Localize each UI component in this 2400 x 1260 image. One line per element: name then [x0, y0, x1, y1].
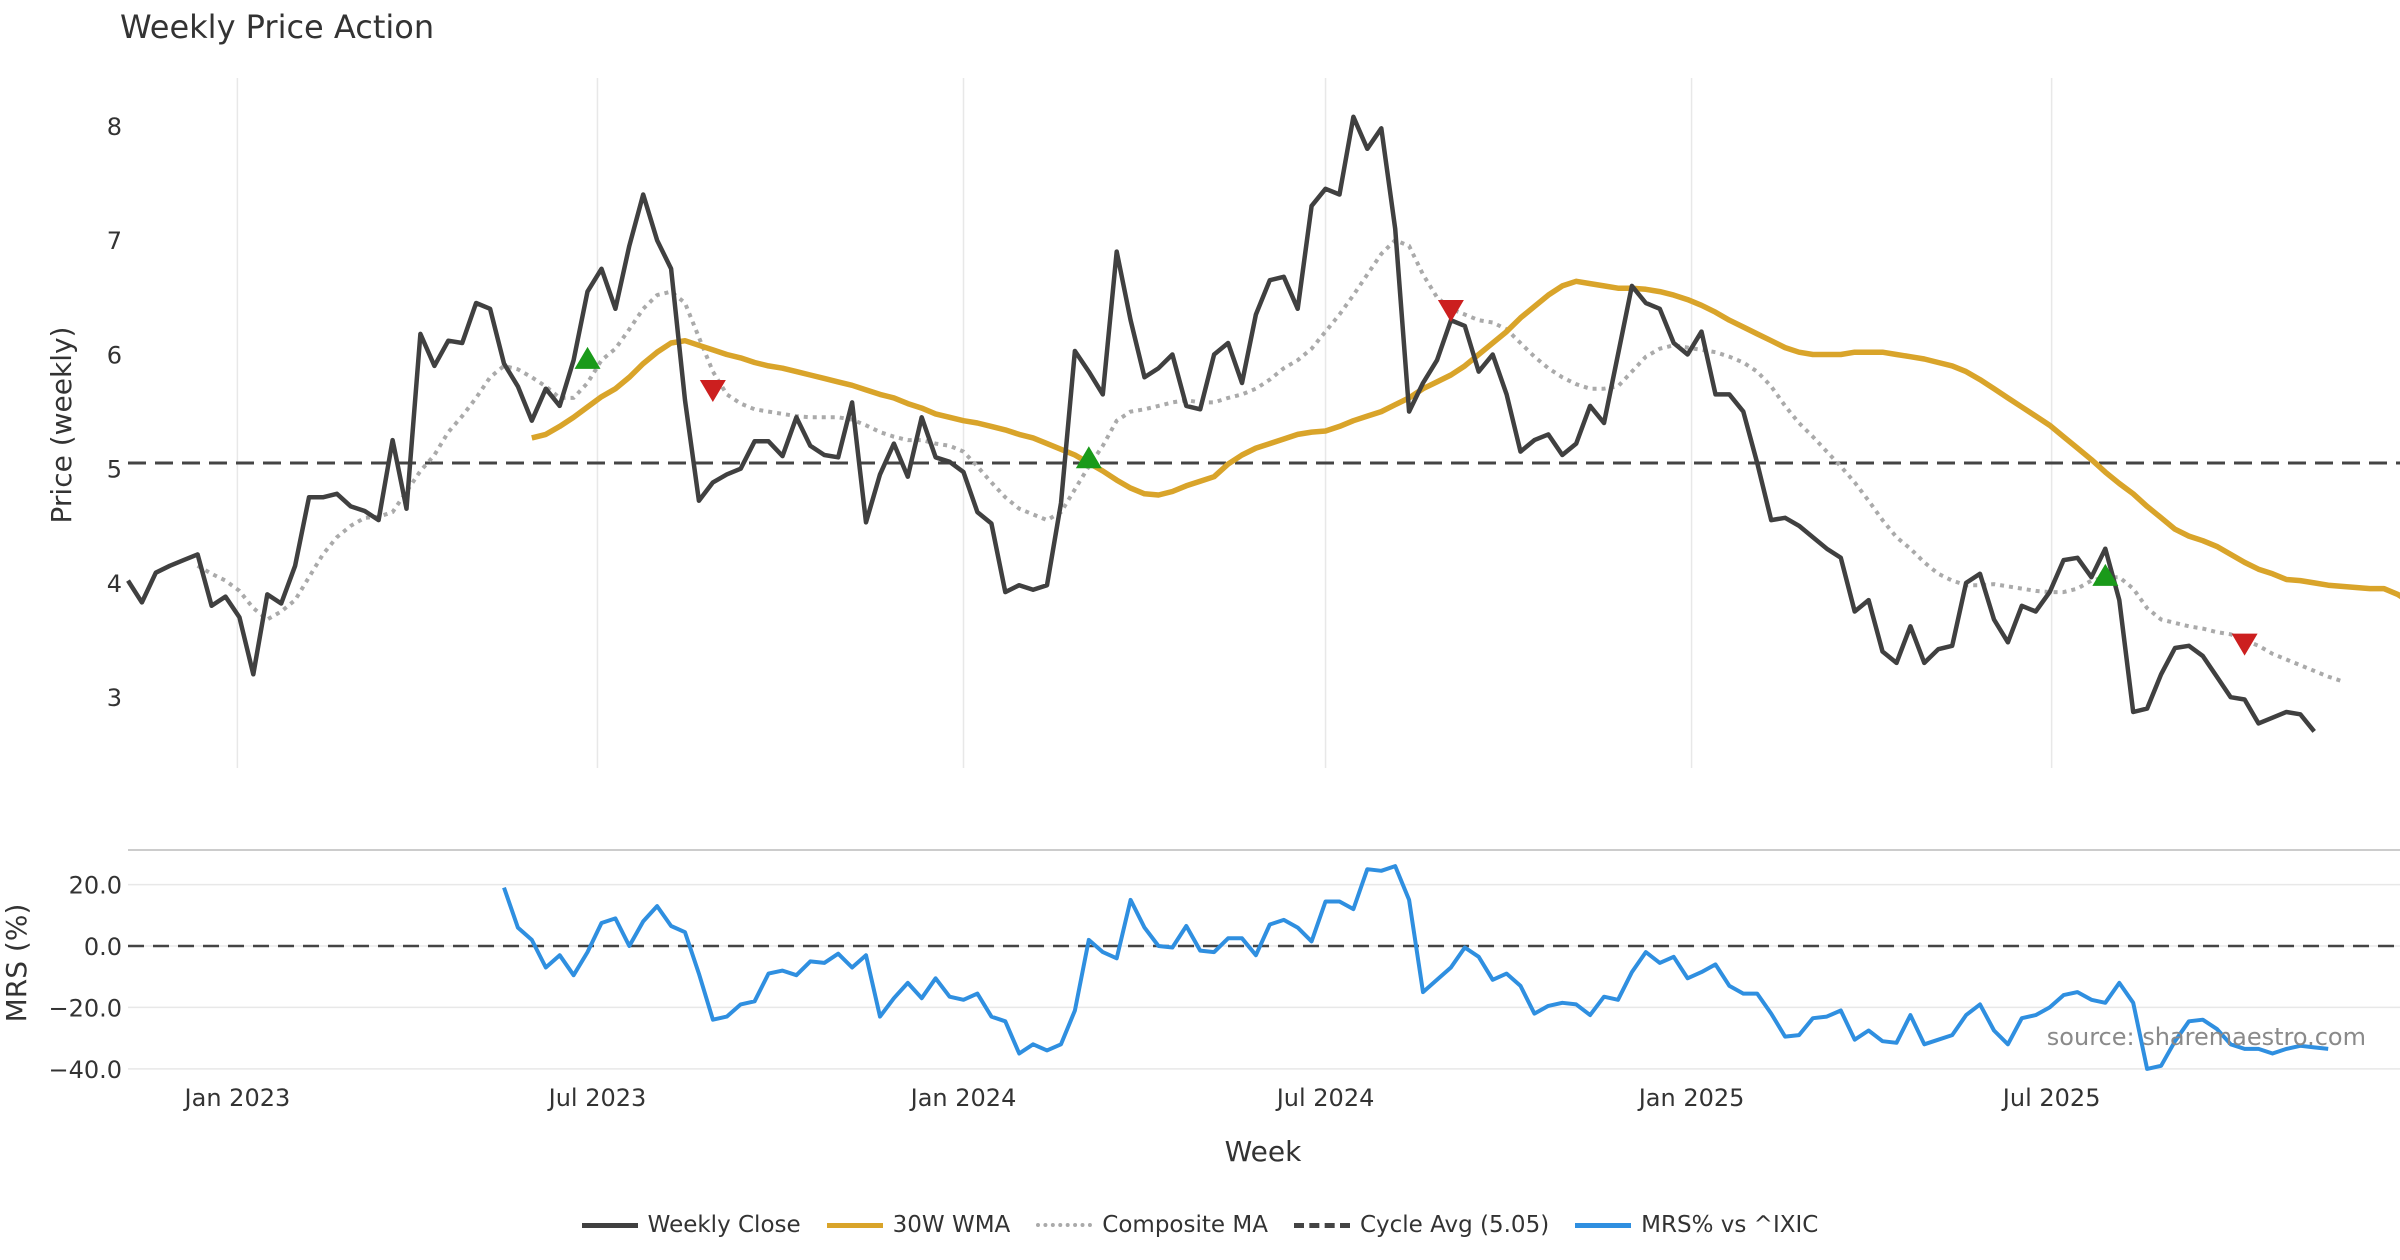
x-tick-label: Jul 2023 [547, 1084, 647, 1112]
legend-swatch [1036, 1223, 1093, 1227]
legend-label: 30W WMA [892, 1212, 1011, 1238]
x-tick-label: Jul 2024 [1275, 1084, 1375, 1112]
legend-label: Cycle Avg (5.05) [1359, 1212, 1550, 1238]
source-annotation: source: sharemaestro.com [2047, 1023, 2366, 1051]
legend-swatch [1293, 1222, 1350, 1228]
price-y-tick-label: 4 [107, 570, 122, 598]
x-gridlines [236, 78, 2053, 768]
x-ticks: Jan 2023 Jul 2023 Jan 2024 Jul 2024 Jan 2025… [183, 1084, 2101, 1112]
price-y-tick-label: 8 [107, 113, 122, 141]
legend-swatch [826, 1222, 883, 1228]
price-y-tick-label: 5 [107, 456, 122, 484]
x-tick-label: Jul 2025 [2001, 1084, 2101, 1112]
x-tick-label: Jan 2023 [183, 1084, 291, 1112]
signal-markers [574, 300, 2258, 656]
buy-signal-marker [574, 346, 601, 369]
x-tick-label: Jan 2024 [909, 1084, 1017, 1112]
buy-signal-marker [2092, 563, 2119, 586]
legend-swatch [581, 1222, 638, 1228]
mrs-y-ticks: 20.0 0.0 −20.0 −40.0 [48, 872, 122, 1084]
sell-signal-marker [2231, 633, 2258, 656]
price-y-ticks: 3 4 5 6 7 8 [107, 113, 122, 712]
sell-signal-marker [1437, 300, 1464, 323]
weekly-close-line [126, 114, 2316, 733]
legend-label: MRS% vs ^IXIC [1641, 1212, 1819, 1238]
legend-item-close: Weekly Close [581, 1212, 801, 1238]
legend-swatch [1575, 1222, 1632, 1228]
mrs-y-tick-label: −40.0 [48, 1056, 122, 1084]
wma-30w-line [531, 278, 2400, 600]
legend-label: Composite MA [1102, 1212, 1268, 1238]
mrs-y-tick-label: 0.0 [84, 933, 122, 961]
sell-signal-marker [699, 380, 726, 403]
chart-title: Weekly Price Action [120, 8, 434, 46]
legend-label: Weekly Close [647, 1212, 801, 1238]
y-gridlines [128, 883, 2400, 1070]
price-y-tick-label: 7 [107, 227, 122, 255]
x-tick-label: Jan 2025 [1637, 1084, 1745, 1112]
mrs-y-tick-label: −20.0 [48, 994, 122, 1022]
price-y-tick-label: 6 [107, 341, 122, 369]
price-y-tick-label: 3 [107, 684, 122, 712]
legend: Weekly Close 30W WMA Composite MA Cycle Avg… [0, 1212, 2400, 1238]
price-y-axis-label: Price (weekly) [45, 327, 78, 524]
legend-item-mrs: MRS% vs ^IXIC [1575, 1212, 1818, 1238]
mrs-line [502, 864, 2329, 1071]
mrs-y-tick-label: 20.0 [69, 872, 122, 900]
legend-item-composite: Composite MA [1036, 1212, 1268, 1238]
series-group [126, 114, 2400, 1071]
x-axis-label: Week [1225, 1135, 1302, 1168]
legend-item-wma: 30W WMA [826, 1212, 1011, 1238]
buy-signal-marker [1075, 446, 1102, 469]
reference-lines [128, 461, 2400, 948]
mrs-y-axis-label: MRS (%) [0, 904, 33, 1023]
legend-item-cycle: Cycle Avg (5.05) [1293, 1212, 1550, 1238]
